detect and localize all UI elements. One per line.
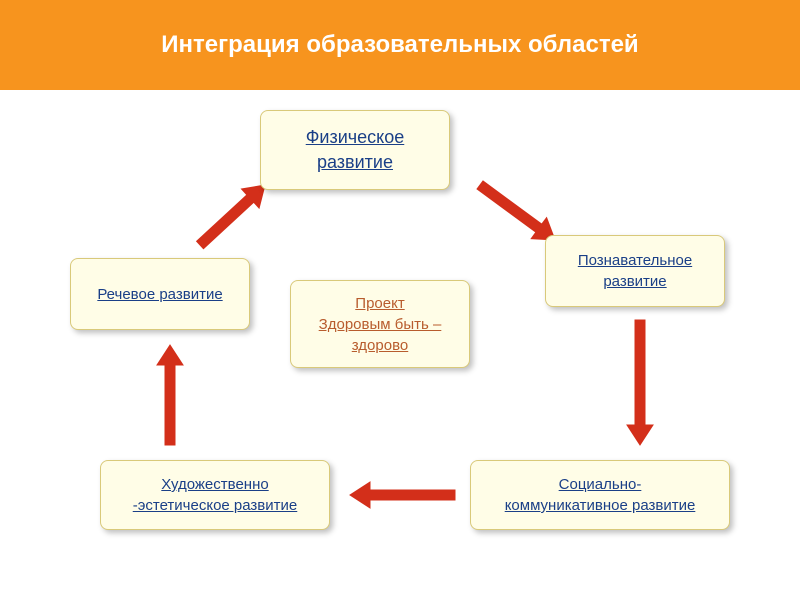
node-label-speech: Речевое развитие [97, 284, 222, 305]
node-social: Социально-коммуникативное развитие [470, 460, 730, 530]
node-project: ПроектЗдоровым быть –здорово [290, 280, 470, 368]
page-title: Интеграция образовательных областей [161, 31, 638, 59]
node-physical: Физическоеразвитие [260, 110, 450, 190]
node-speech: Речевое развитие [70, 258, 250, 330]
arr-physical-cognitive [477, 181, 555, 240]
node-label-artistic: Художественно-эстетическое развитие [133, 474, 298, 516]
node-label-social: Социально-коммуникативное развитие [505, 474, 696, 516]
node-label-cognitive: Познавательноеразвитие [578, 250, 692, 292]
header-bar: Интеграция образовательных областей [0, 0, 800, 90]
node-label-project: ПроектЗдоровым быть –здорово [319, 293, 442, 356]
arr-cognitive-social [627, 320, 653, 445]
arr-artistic-speech [157, 345, 183, 445]
node-artistic: Художественно-эстетическое развитие [100, 460, 330, 530]
arr-social-artistic [350, 482, 455, 508]
arr-speech-physical [197, 185, 265, 249]
diagram-canvas: Физическоеразвитие Речевое развитие Проект… [0, 90, 800, 600]
node-label-physical: Физическоеразвитие [306, 125, 405, 175]
node-cognitive: Познавательноеразвитие [545, 235, 725, 307]
